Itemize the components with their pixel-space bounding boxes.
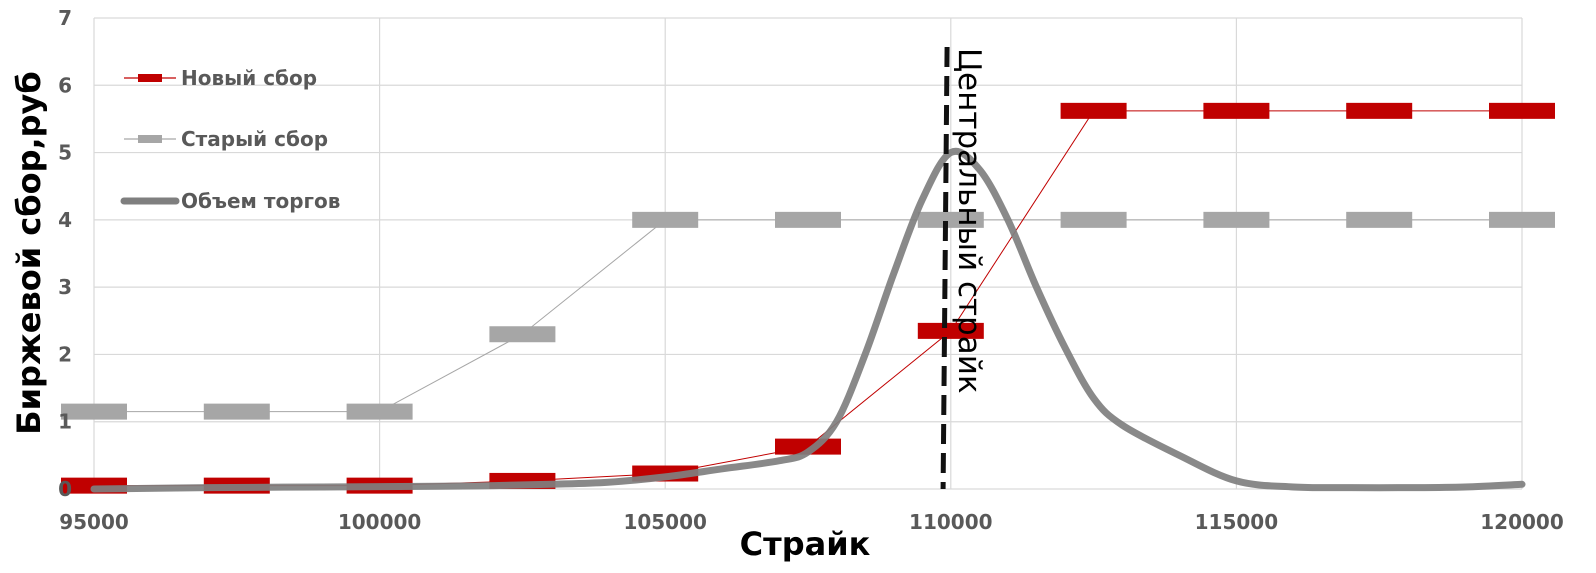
central-strike-line bbox=[940, 46, 950, 490]
x-tick-label: 115000 bbox=[1195, 510, 1279, 534]
y-tick-label: 1 bbox=[58, 410, 72, 434]
tick-layer: 0 1 2 3 4 5 6 7 95000 100000 105000 110000 115000 120… bbox=[58, 6, 1564, 534]
legend-old-fee-marker bbox=[138, 135, 162, 143]
legend-volume-label: Объем торгов bbox=[181, 189, 340, 213]
old-fee-marker bbox=[1489, 211, 1555, 228]
new-fee-marker bbox=[917, 322, 984, 339]
legend-new-fee-label: Новый сбор bbox=[181, 66, 317, 90]
y-axis-title: Биржевой сбор,руб bbox=[10, 71, 48, 435]
y-tick-label: 5 bbox=[58, 141, 72, 165]
old-fee-marker bbox=[775, 211, 841, 228]
y-tick-label: 6 bbox=[58, 73, 72, 97]
y-tick-label: 0 bbox=[58, 477, 72, 501]
legend-old-fee-label: Старый сбор bbox=[181, 127, 328, 151]
old-fee-marker bbox=[346, 403, 413, 420]
central-strike-label: Центральный страйк bbox=[951, 48, 987, 394]
new-fee-marker bbox=[1060, 102, 1127, 119]
y-tick-label: 2 bbox=[58, 342, 72, 366]
old-fee-marker bbox=[61, 403, 127, 420]
new-fee-marker bbox=[1346, 102, 1413, 119]
y-tick-label: 4 bbox=[58, 208, 72, 232]
old-fee-marker bbox=[632, 211, 699, 228]
x-tick-label: 95000 bbox=[59, 510, 129, 534]
new-fee-marker bbox=[1203, 102, 1270, 119]
new-fee-line bbox=[94, 110, 1522, 487]
y-tick-label: 3 bbox=[58, 275, 72, 299]
series-layer bbox=[61, 46, 1555, 494]
new-fee-marker bbox=[1489, 102, 1555, 119]
x-tick-label: 100000 bbox=[338, 510, 422, 534]
legend-new-fee-marker bbox=[138, 74, 162, 82]
old-fee-marker bbox=[1060, 211, 1127, 228]
x-tick-label: 120000 bbox=[1480, 510, 1564, 534]
legend: Новый сбор Старый сбор Объем торгов bbox=[120, 66, 340, 213]
x-axis-title: Страйк bbox=[740, 525, 871, 563]
old-fee-marker bbox=[203, 403, 270, 420]
volume-line bbox=[90, 147, 1526, 493]
old-fee-line bbox=[94, 219, 1522, 413]
old-fee-marker bbox=[917, 211, 984, 228]
old-fee-marker bbox=[1203, 211, 1270, 228]
x-tick-label: 105000 bbox=[623, 510, 707, 534]
old-fee-marker bbox=[1346, 211, 1413, 228]
y-tick-label: 7 bbox=[58, 6, 72, 30]
old-fee-marker bbox=[489, 326, 556, 343]
x-tick-label: 110000 bbox=[909, 510, 993, 534]
